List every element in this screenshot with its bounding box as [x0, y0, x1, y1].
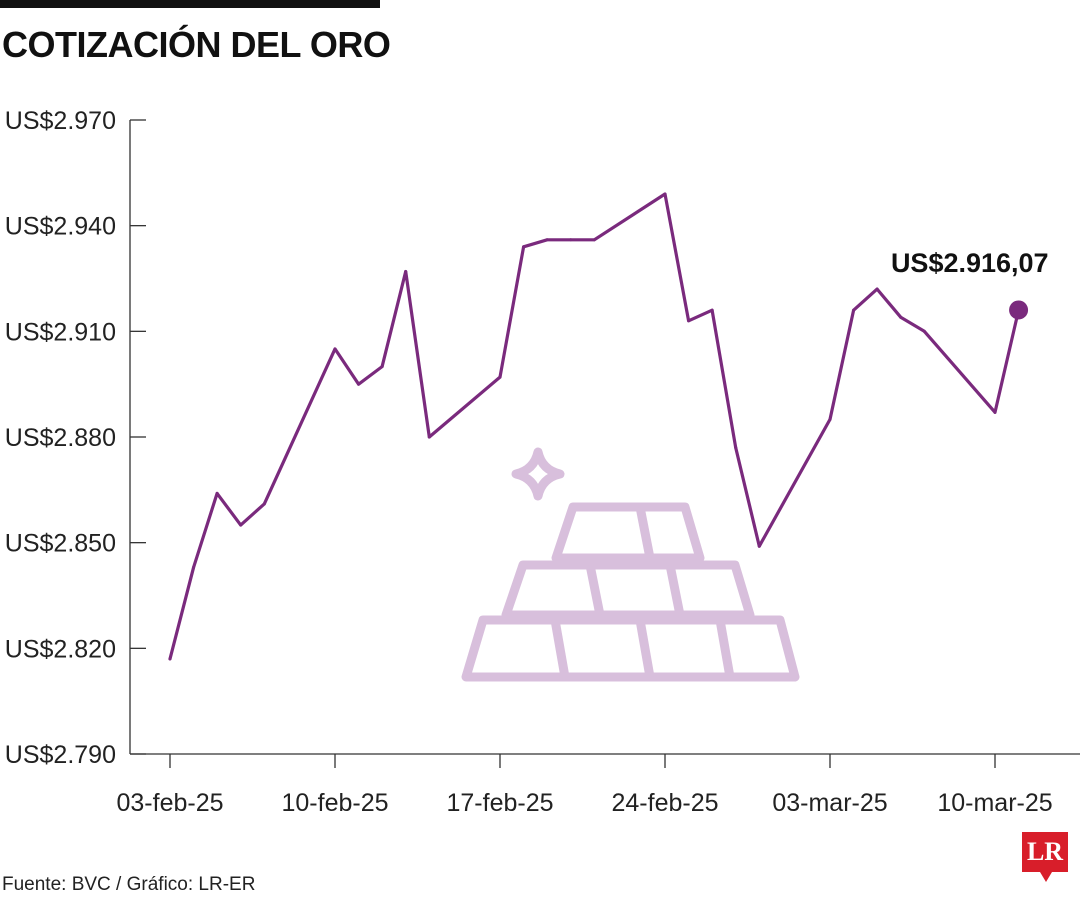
data-point	[757, 544, 761, 548]
data-point	[899, 315, 903, 319]
data-point	[522, 245, 526, 249]
x-tick-label: 10-feb-25	[281, 789, 388, 817]
data-point	[427, 435, 431, 439]
data-point	[875, 287, 879, 291]
data-point	[262, 502, 266, 506]
data-point	[569, 238, 573, 242]
gold-bars-icon	[461, 447, 800, 682]
data-point	[215, 491, 219, 495]
chart-title: COTIZACIÓN DEL ORO	[2, 24, 391, 65]
data-points	[168, 192, 1021, 661]
source-note: Fuente: BVC / Gráfico: LR-ER	[2, 874, 256, 895]
data-point	[380, 365, 384, 369]
x-tick-label: 03-feb-25	[116, 789, 223, 817]
y-tick-label: US$2.790	[5, 741, 116, 769]
data-point	[192, 565, 196, 569]
x-tick-label: 10-mar-25	[937, 789, 1052, 817]
y-tick-label: US$2.820	[5, 635, 116, 663]
data-point	[922, 329, 926, 333]
data-point	[168, 657, 172, 661]
data-point	[663, 192, 667, 196]
last-value-label: US$2.916,07	[891, 248, 1049, 278]
data-point	[498, 375, 502, 379]
data-point	[592, 238, 596, 242]
x-tick-label: 17-feb-25	[446, 789, 553, 817]
data-point	[852, 308, 856, 312]
data-point	[545, 238, 549, 242]
top-rule	[0, 0, 380, 8]
sparkle-icon	[511, 447, 565, 501]
y-tick-label: US$2.970	[5, 107, 116, 135]
y-axis: US$2.970 US$2.940 US$2.910 US$2.880 US$2.850…	[5, 107, 146, 769]
data-point	[404, 269, 408, 273]
data-point	[687, 319, 691, 323]
x-tick-label: 03-mar-25	[772, 789, 887, 817]
data-point	[357, 382, 361, 386]
data-point	[333, 347, 337, 351]
y-tick-label: US$2.910	[5, 318, 116, 346]
data-point	[828, 417, 832, 421]
data-point	[710, 308, 714, 312]
data-point	[993, 410, 997, 414]
lr-logo: LR	[1022, 832, 1068, 882]
y-tick-label: US$2.850	[5, 530, 116, 558]
y-tick-label: US$2.940	[5, 213, 116, 241]
last-value-marker	[1009, 300, 1029, 320]
x-tick-label: 24-feb-25	[611, 789, 718, 817]
data-point	[734, 446, 738, 450]
y-tick-label: US$2.880	[5, 424, 116, 452]
data-point	[239, 523, 243, 527]
x-axis: 03-feb-25 10-feb-25 17-feb-25 24-feb-25 03-m…	[116, 754, 1053, 817]
